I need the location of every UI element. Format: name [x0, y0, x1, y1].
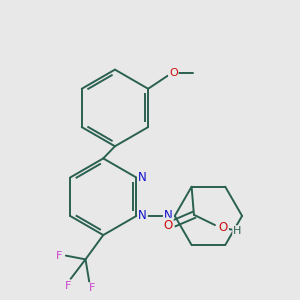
Text: O: O [169, 68, 178, 78]
Text: F: F [65, 280, 71, 290]
Text: F: F [88, 283, 95, 293]
Text: H: H [233, 226, 242, 236]
Text: O: O [219, 221, 228, 234]
Text: N: N [164, 209, 172, 222]
Text: F: F [56, 250, 62, 261]
Text: N: N [138, 209, 147, 222]
Text: N: N [138, 171, 147, 184]
Text: O: O [163, 219, 172, 232]
